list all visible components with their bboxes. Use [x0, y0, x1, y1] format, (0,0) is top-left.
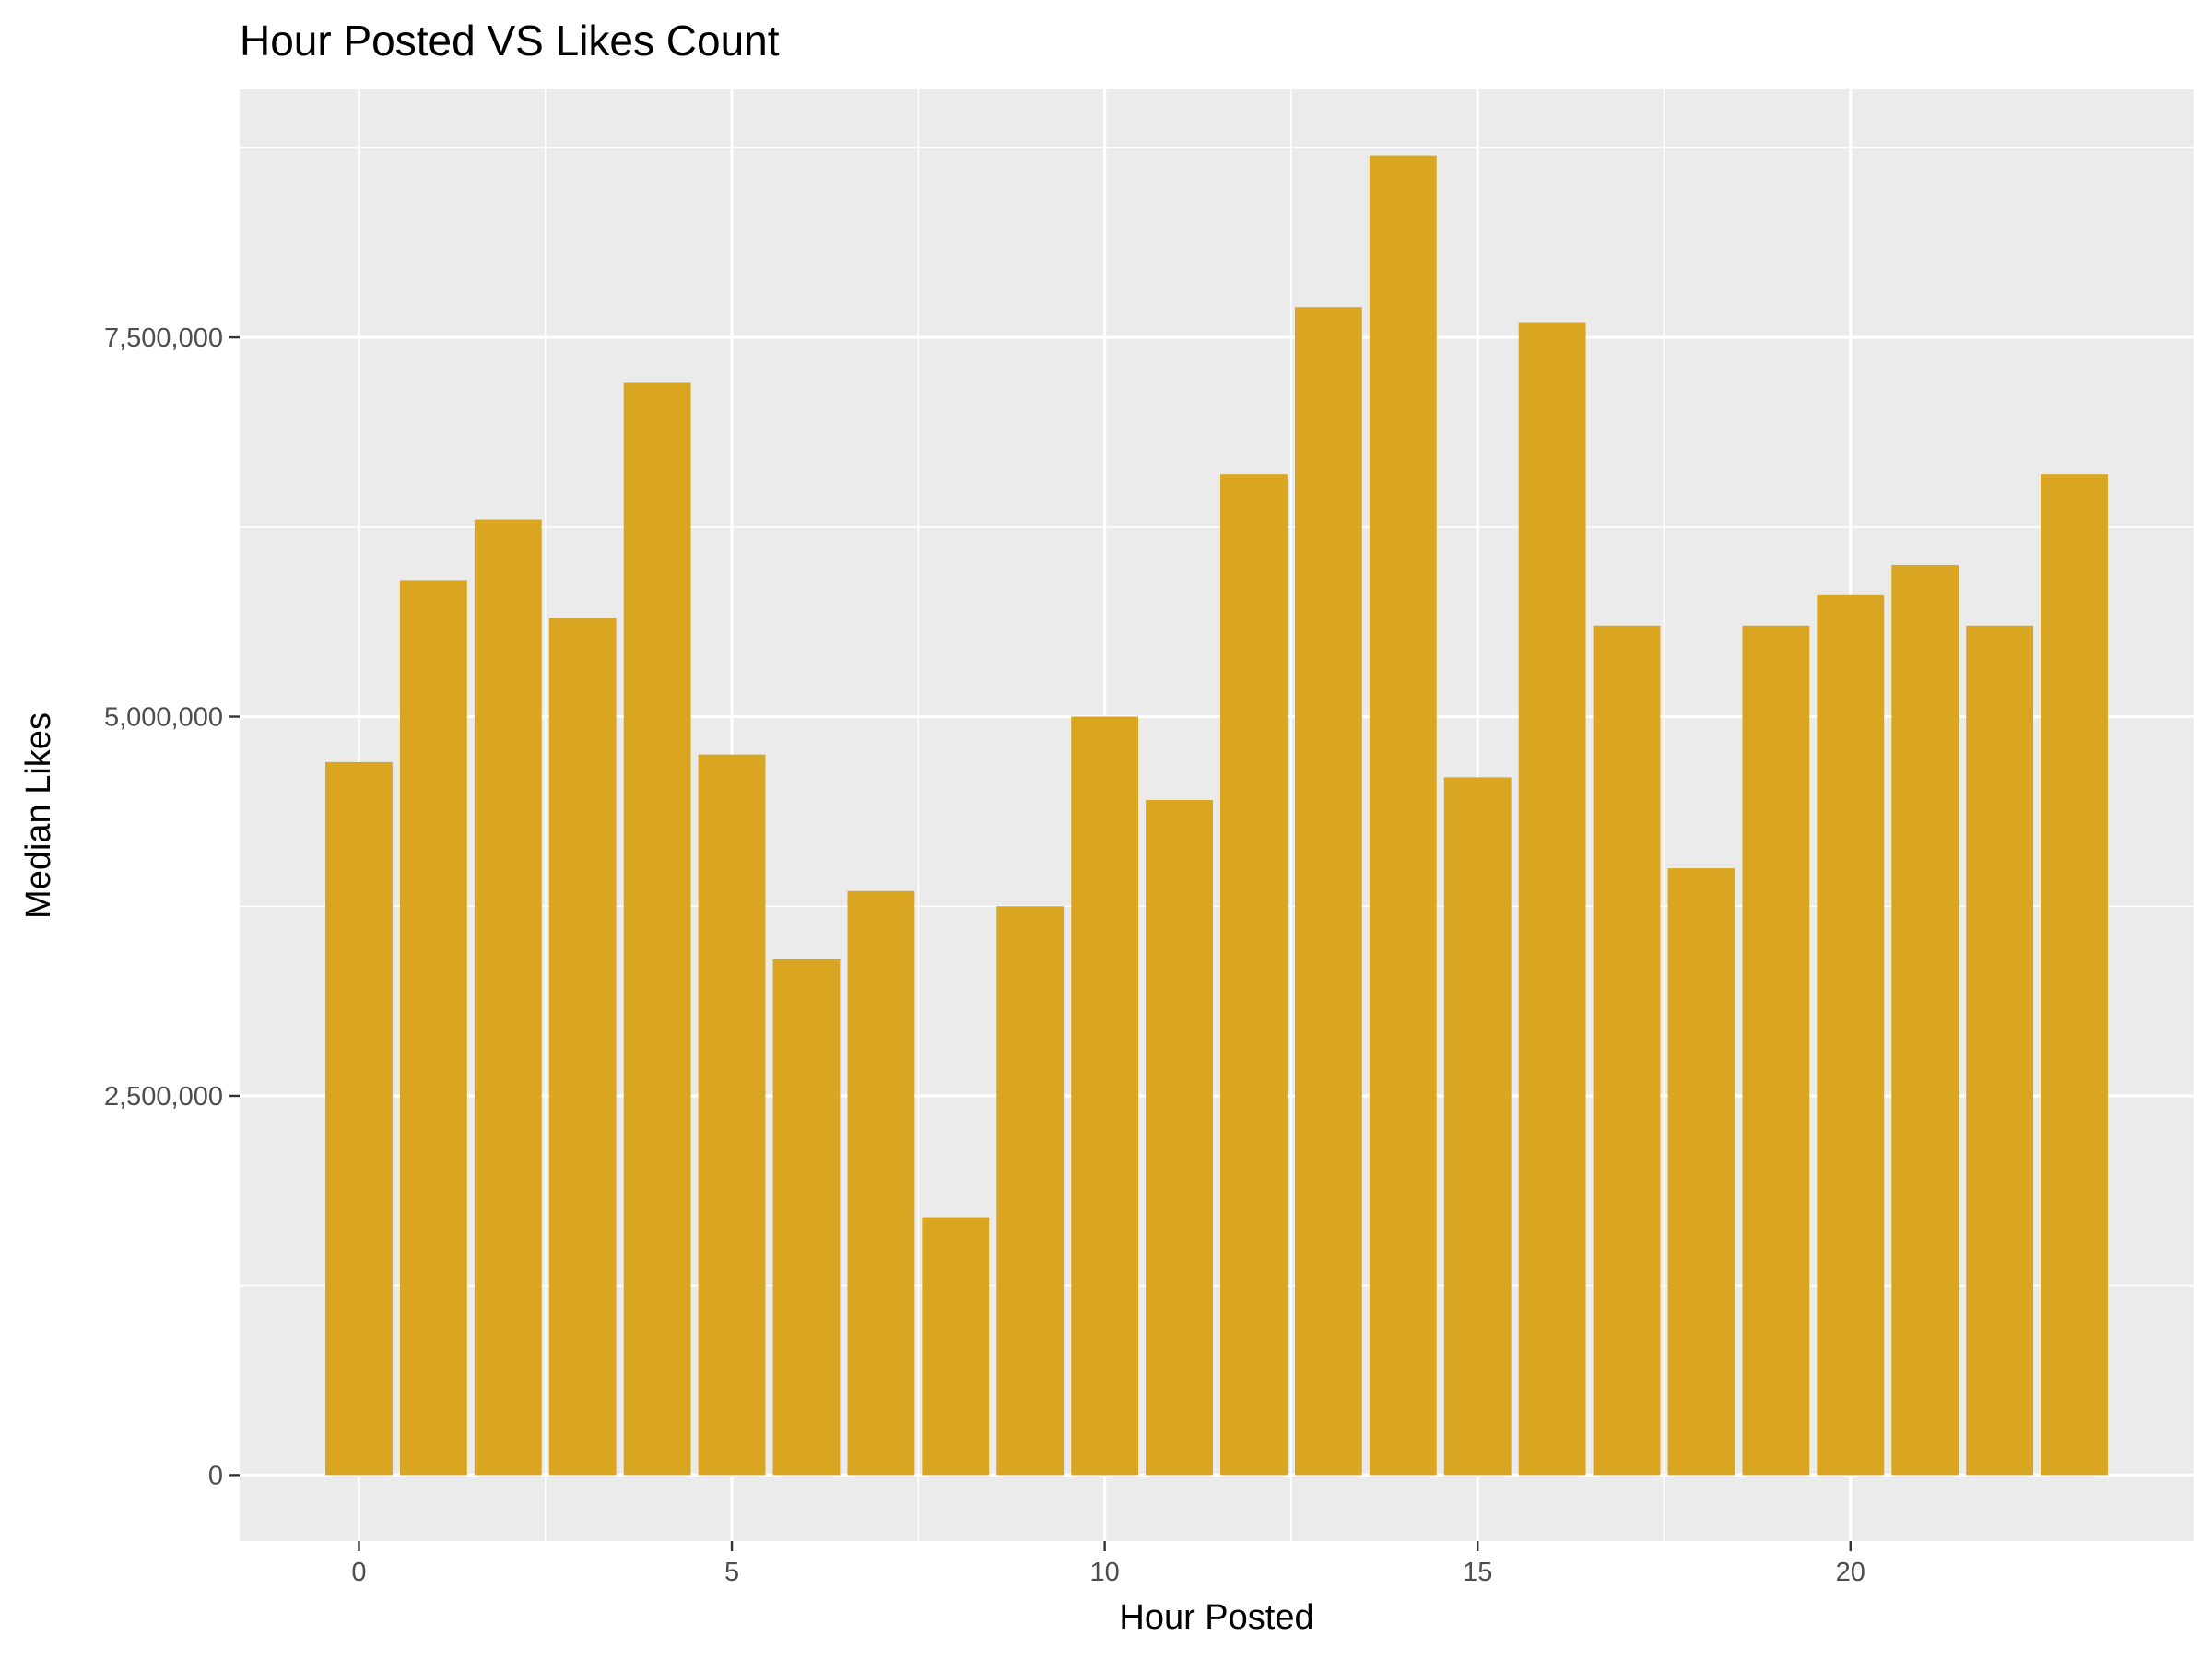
bar-hour-11: [1146, 800, 1213, 1475]
y-tick-label: 5,000,000: [104, 703, 223, 733]
bar-hour-16: [1519, 323, 1586, 1476]
bar-hour-1: [400, 580, 467, 1475]
bar-hour-12: [1220, 474, 1288, 1475]
bar-hour-21: [1891, 565, 1959, 1475]
bar-hour-19: [1742, 626, 1809, 1476]
bar-hour-4: [624, 382, 691, 1475]
bar-hour-8: [922, 1218, 989, 1476]
bar-hour-20: [1817, 595, 1884, 1476]
bar-hour-14: [1370, 156, 1437, 1476]
bar-hour-22: [1966, 626, 2033, 1476]
bar-hour-23: [2041, 474, 2108, 1475]
bar-hour-7: [847, 891, 914, 1476]
bar-hour-3: [549, 618, 617, 1476]
bar-hour-5: [699, 755, 766, 1476]
bar-hour-17: [1594, 626, 1661, 1476]
bar-hour-9: [996, 906, 1064, 1475]
y-tick-label: 2,500,000: [104, 1082, 223, 1112]
bar-hour-18: [1668, 868, 1735, 1475]
x-tick-label: 5: [724, 1558, 739, 1587]
y-tick-label: 7,500,000: [104, 324, 223, 353]
bar-hour-10: [1071, 717, 1138, 1476]
x-tick-label: 0: [351, 1558, 366, 1587]
x-tick-label: 10: [1089, 1558, 1119, 1587]
bar-hour-2: [475, 520, 542, 1476]
x-tick-label: 15: [1463, 1558, 1492, 1587]
y-axis: 0 2,500,000 5,000,000 7,500,000: [104, 324, 240, 1490]
bar-hour-15: [1444, 777, 1512, 1475]
y-tick-label: 0: [208, 1461, 223, 1490]
bar-hour-0: [325, 762, 393, 1476]
x-axis: 0 5 10 15 20: [351, 1541, 1865, 1587]
x-axis-title: Hour Posted: [1119, 1598, 1313, 1637]
x-tick-label: 20: [1836, 1558, 1865, 1587]
bar-hour-13: [1295, 307, 1362, 1475]
bar-hour-6: [773, 959, 841, 1476]
chart-title: Hour Posted VS Likes Count: [240, 17, 780, 65]
y-axis-title: Median Likes: [19, 712, 58, 919]
